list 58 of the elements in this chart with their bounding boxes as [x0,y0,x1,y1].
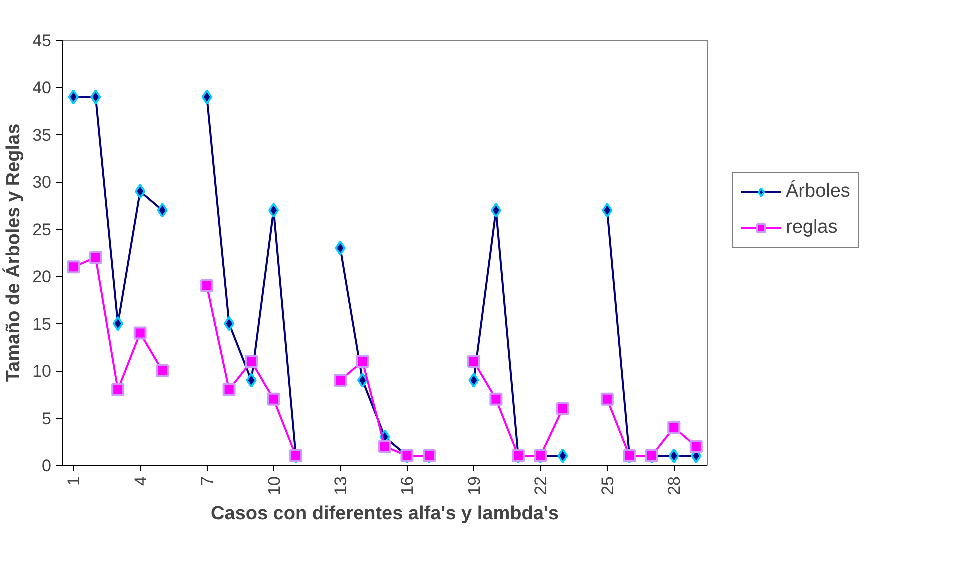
y-tick-label: 10 [32,362,52,382]
point [68,90,79,105]
point [690,440,703,454]
x-tick-label: 1 [64,476,84,486]
point [556,402,570,416]
y-axis-title: Tamaño de Árboles y Reglas [2,124,25,382]
point [267,392,280,406]
point [602,203,613,218]
point [335,240,346,256]
y-tick-label: 40 [32,78,52,98]
point [378,440,392,454]
point [134,326,147,340]
y-tick-label: 0 [42,456,52,476]
y-tick-label: 35 [32,126,52,145]
x-axis-title: Casos con diferentes alfa's y lambda's [211,503,560,524]
point [468,373,480,388]
point [668,421,681,434]
point [135,184,146,200]
point [112,316,124,332]
point [222,383,236,396]
point [200,280,214,293]
y-tick-label: 20 [32,268,52,287]
point [67,260,80,274]
point [558,448,568,464]
y-tick-label: 5 [42,409,52,428]
legend-label: reglas [786,217,838,239]
point [202,90,212,105]
x-tick-label: 13 [332,476,351,496]
point [467,355,480,368]
y-tick-label: 30 [32,173,52,192]
point [600,392,614,406]
x-tick-label: 22 [532,476,551,496]
y-tick-label: 15 [32,314,52,334]
point [334,374,348,387]
point [668,448,680,464]
point [245,355,258,368]
point [268,203,280,218]
x-tick-label: 19 [464,476,484,496]
point [357,373,368,388]
x-tick-label: 16 [398,476,418,496]
x-tick-label: 28 [665,476,684,496]
x-tick-label: 10 [264,476,284,496]
point [246,373,257,388]
point [490,203,502,218]
point [490,392,503,406]
point [112,383,125,396]
point [89,251,102,264]
point [156,364,170,378]
point [224,316,235,332]
x-tick-label: 7 [198,476,218,486]
point [90,90,102,105]
point [157,203,168,218]
x-tick-label: 4 [131,476,150,486]
legend-label: Árboles [786,181,850,203]
y-tick-label: 25 [32,220,52,240]
point [356,355,370,368]
x-tick-label: 25 [598,476,618,496]
y-tick-label: 45 [32,32,52,50]
